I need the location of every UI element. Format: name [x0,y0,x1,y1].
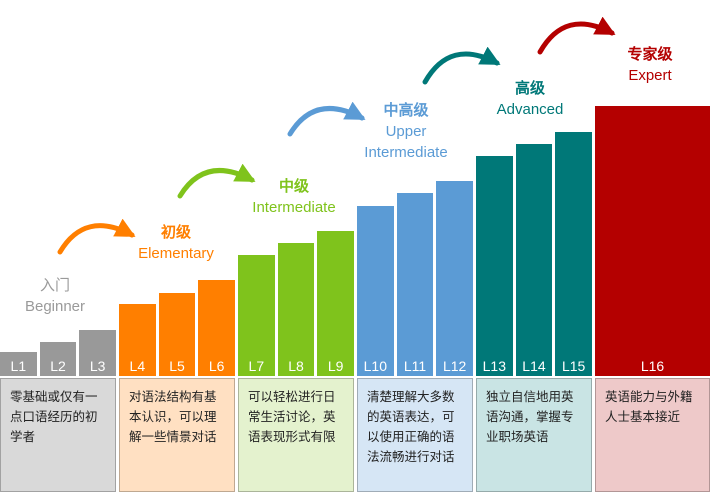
group-title-beginner: 入门 Beginner [0,275,125,317]
level-label: L4 [129,358,146,374]
group-title-cn: 中级 [278,178,309,195]
group-title-advanced: 高级 Advanced [460,78,600,120]
level-label: L16 [640,358,665,374]
level-label: L7 [248,358,265,374]
group-title-cn: 初级 [160,224,191,241]
level-label: L11 [403,358,427,374]
group-title-en: Advanced [496,101,564,118]
progress-arrow-advanced [422,46,501,85]
group-title-en: Upper Intermediate [364,123,448,161]
group-title-cn: 专家级 [627,46,673,63]
level-bar-l6 [198,280,235,376]
level-label: L12 [442,358,467,374]
group-title-cn: 高级 [514,80,545,97]
level-label: L13 [482,358,506,374]
group-title-intermediate: 中级 Intermediate [224,176,364,218]
level-label: L2 [50,358,66,374]
group-title-cn: 入门 [39,277,70,294]
group-title-en: Elementary [138,245,214,262]
level-label: L9 [327,358,344,374]
level-label: L5 [169,358,185,374]
level-description-expert: 英语能力与外籍人士基本接近 [595,378,710,492]
level-bar-l15 [555,132,592,376]
level-description-advanced: 独立自信地用英语沟通，掌握专业职场英语 [476,378,592,492]
group-title-elementary: 初级 Elementary [106,222,246,264]
level-label: L10 [363,358,387,374]
level-label: L1 [10,358,27,374]
level-bar-l1 [0,352,37,376]
level-bar-l16 [595,106,710,376]
level-description-elementary: 对语法结构有基本认识，可以理解一些情景对话 [119,378,235,492]
level-bar-l3 [79,330,116,376]
level-bar-l12 [436,181,473,376]
level-bar-l7 [238,255,275,376]
group-title-upper-intermediate: 中高级 Upper Intermediate [336,100,476,163]
group-title-en: Expert [628,67,672,84]
level-bar-l10 [357,206,394,376]
level-bar-l9 [317,231,354,376]
level-bar-l2 [39,342,77,376]
level-bar-l4 [119,304,156,376]
level-label: L14 [522,358,546,374]
progress-arrow-intermediate [177,163,256,199]
progress-arrow-expert [537,16,616,55]
level-label: L6 [208,358,225,374]
group-title-en: Beginner [24,298,86,315]
level-bar-l8 [277,243,315,376]
level-label: L8 [288,358,304,374]
level-bar-l13 [476,156,513,376]
level-label: L15 [561,358,586,374]
level-description-beginner: 零基础或仅有一点口语经历的初学者 [0,378,116,492]
level-description-upper-intermediate: 清楚理解大多数的英语表达，可以使用正确的语法流畅进行对话 [357,378,473,492]
level-label: L3 [89,358,106,374]
group-title-cn: 中高级 [383,102,429,119]
level-bar-l11 [396,193,434,376]
level-description-intermediate: 可以轻松进行日常生活讨论，英语表现形式有限 [238,378,354,492]
group-title-en: Intermediate [252,199,336,216]
group-title-expert: 专家级 Expert [580,44,710,86]
progress-arrow-upper-intermediate [287,101,366,137]
level-bar-l14 [515,144,553,376]
progress-arrow-elementary [57,218,136,255]
level-bar-l5 [158,293,196,376]
